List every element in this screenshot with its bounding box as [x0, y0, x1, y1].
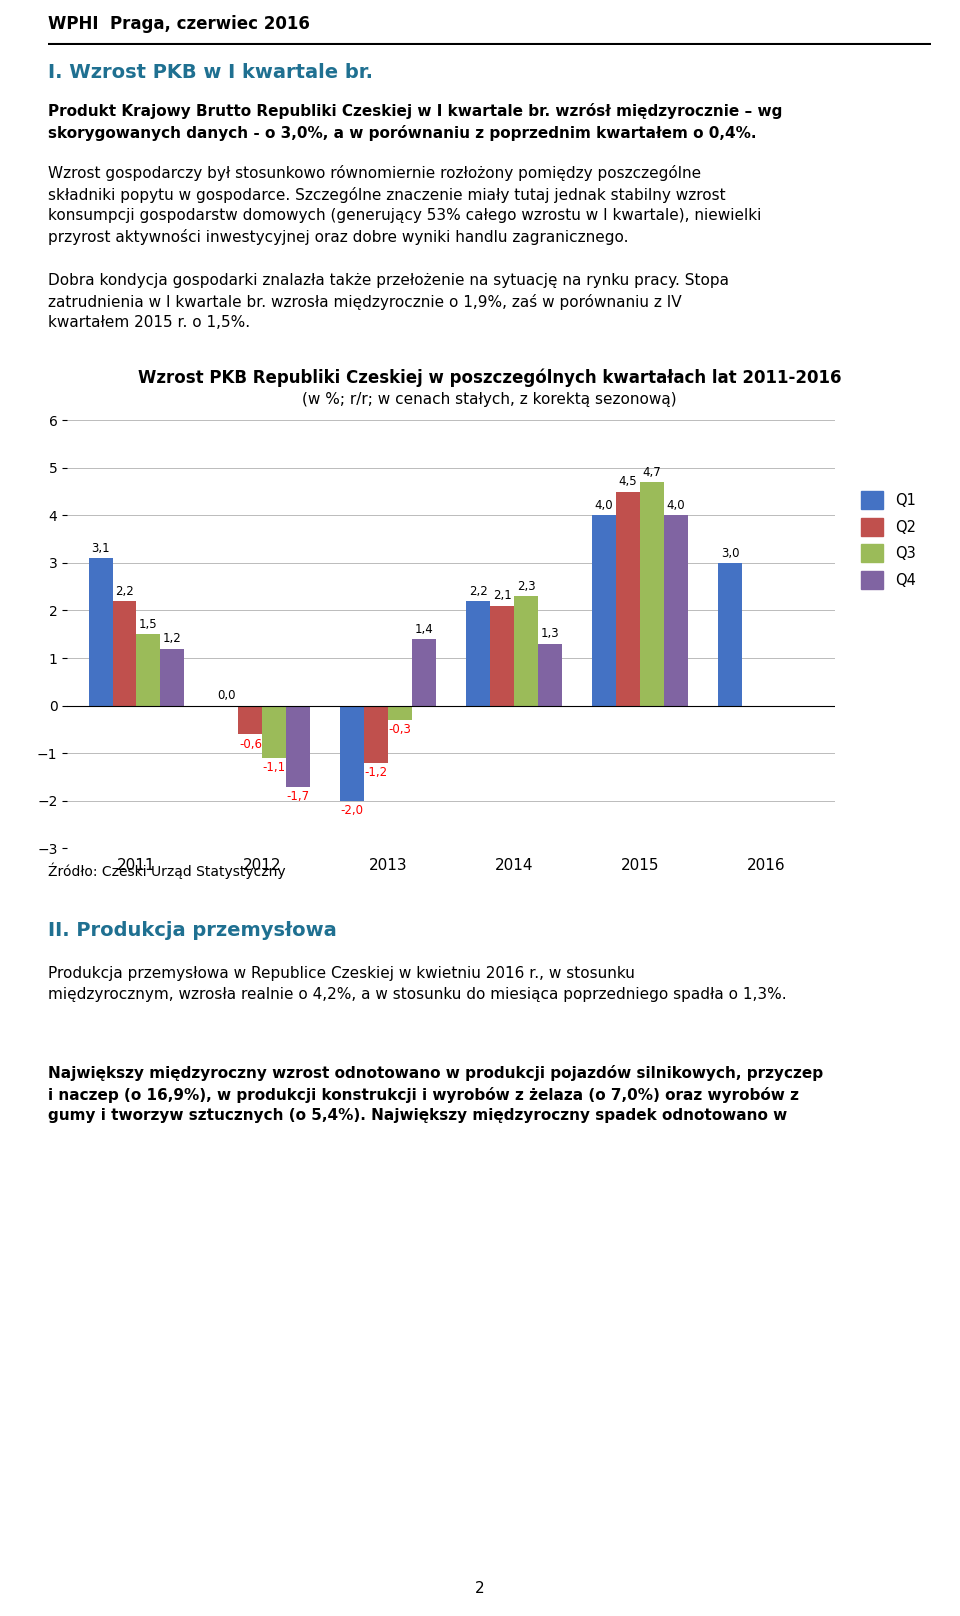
Text: 2,3: 2,3 — [516, 580, 536, 593]
Text: 3,0: 3,0 — [721, 546, 739, 559]
Bar — [160, 648, 184, 706]
Text: 4,0: 4,0 — [666, 499, 685, 512]
Text: -0,6: -0,6 — [239, 737, 262, 750]
Bar — [592, 516, 616, 706]
Bar — [112, 601, 136, 706]
Text: 1,2: 1,2 — [163, 632, 181, 645]
Text: 2,2: 2,2 — [468, 585, 488, 598]
Bar — [515, 596, 538, 706]
Bar — [136, 635, 160, 706]
Bar — [88, 558, 112, 706]
Text: -1,7: -1,7 — [287, 790, 310, 803]
Bar — [365, 706, 388, 763]
Text: 4,5: 4,5 — [619, 475, 637, 488]
Text: Produkcja przemysłowa w Republice Czeskiej w kwietniu 2016 r., w stosunku
między: Produkcja przemysłowa w Republice Czeski… — [48, 966, 786, 1002]
Text: 4,7: 4,7 — [642, 465, 661, 478]
Text: 0,0: 0,0 — [217, 690, 236, 703]
Text: -0,3: -0,3 — [389, 724, 412, 737]
Text: WPHI  Praga, czerwiec 2016: WPHI Praga, czerwiec 2016 — [48, 15, 310, 34]
Bar — [412, 638, 436, 706]
Text: 1,3: 1,3 — [540, 627, 560, 640]
Text: 2,2: 2,2 — [115, 585, 133, 598]
Text: Produkt Krajowy Brutto Republiki Czeskiej w I kwartale br. wzrósł międzyrocznie : Produkt Krajowy Brutto Republiki Czeskie… — [48, 103, 782, 141]
Text: Wzrost PKB Republiki Czeskiej w poszczególnych kwartałach lat 2011-2016: Wzrost PKB Republiki Czeskiej w poszczeg… — [138, 368, 841, 386]
Text: 4,0: 4,0 — [595, 499, 613, 512]
Text: Wzrost gospodarczy był stosunkowo równomiernie rozłożony pomiędzy poszczególne
s: Wzrost gospodarczy był stosunkowo równom… — [48, 165, 761, 246]
Text: -2,0: -2,0 — [341, 805, 364, 818]
Bar — [640, 482, 664, 706]
Text: 1,4: 1,4 — [415, 622, 434, 635]
Text: 1,5: 1,5 — [139, 617, 157, 630]
Bar — [538, 643, 562, 706]
Text: -1,2: -1,2 — [365, 766, 388, 779]
Text: Dobra kondycja gospodarki znalazła także przełożenie na sytuację na rynku pracy.: Dobra kondycja gospodarki znalazła także… — [48, 273, 729, 330]
Bar — [238, 706, 262, 734]
Text: Największy międzyroczny wzrost odnotowano w produkcji pojazdów silnikowych, przy: Największy międzyroczny wzrost odnotowan… — [48, 1065, 823, 1123]
Text: -1,1: -1,1 — [263, 761, 286, 774]
Text: (w %; r/r; w cenach stałych, z korektą sezonową): (w %; r/r; w cenach stałych, z korektą s… — [302, 393, 677, 407]
Text: Źródło: Czeski Urząd Statystyczny: Źródło: Czeski Urząd Statystyczny — [48, 863, 286, 879]
Bar — [388, 706, 412, 721]
Text: II. Produkcja przemysłowa: II. Produkcja przemysłowa — [48, 921, 337, 941]
Text: 3,1: 3,1 — [91, 541, 109, 554]
Bar — [286, 706, 310, 787]
Bar — [616, 491, 640, 706]
Bar — [491, 606, 515, 706]
Bar — [664, 516, 688, 706]
Bar — [262, 706, 286, 758]
Text: 2,1: 2,1 — [492, 590, 512, 603]
Text: I. Wzrost PKB w I kwartale br.: I. Wzrost PKB w I kwartale br. — [48, 63, 373, 82]
Bar — [467, 601, 491, 706]
Text: 2: 2 — [475, 1580, 485, 1597]
Bar — [341, 706, 365, 802]
Legend: Q1, Q2, Q3, Q4: Q1, Q2, Q3, Q4 — [856, 486, 920, 593]
Bar — [718, 562, 742, 706]
